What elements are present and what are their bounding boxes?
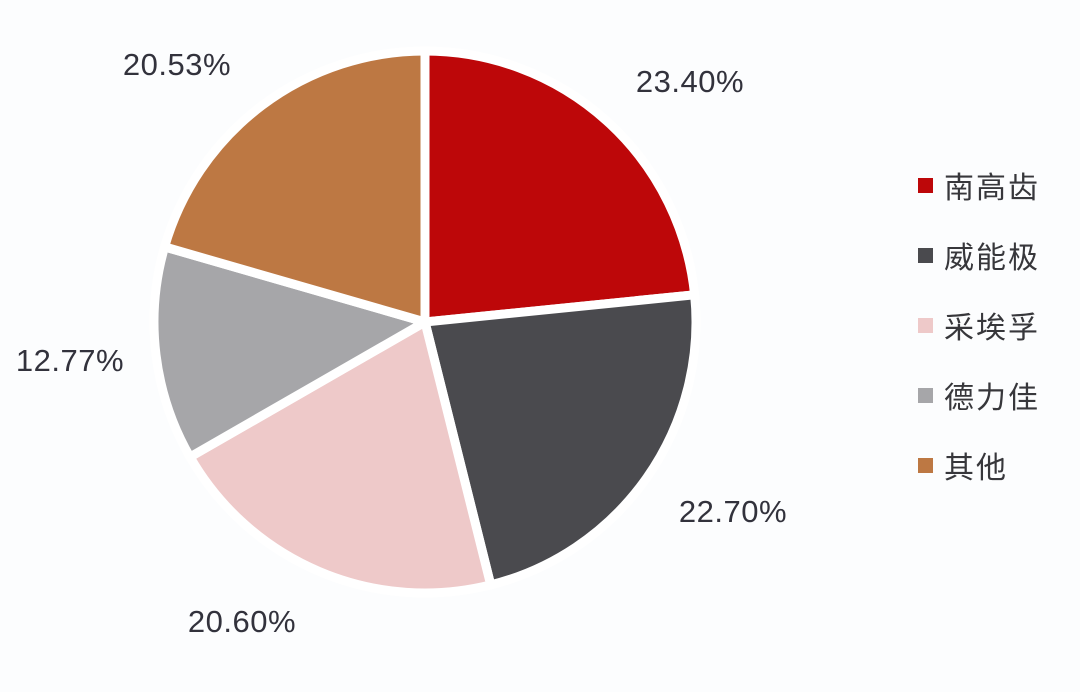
pie-slice-3	[149, 241, 437, 464]
legend-item-nangaochi: 南高齿	[918, 150, 1040, 220]
legend-item-caiaifu: 采埃孚	[918, 290, 1040, 360]
legend-swatch-icon	[918, 247, 933, 263]
legend-swatch-icon	[918, 317, 933, 333]
pie-slice-1	[419, 289, 701, 591]
legend-item-qita: 其他	[918, 430, 1040, 500]
pie-slice-4	[159, 46, 430, 328]
data-label-caiaifu: 20.60%	[187, 604, 297, 639]
legend-swatch-icon	[918, 177, 933, 193]
legend-label: 其他	[944, 452, 1008, 485]
data-label-qita: 20.53%	[122, 47, 232, 82]
legend-swatch-icon	[918, 457, 933, 473]
data-label-weinengji: 22.70%	[678, 494, 788, 529]
data-label-delijia: 12.77%	[15, 343, 125, 378]
pie-slice-2	[183, 315, 497, 598]
legend-swatch-icon	[918, 387, 933, 403]
legend-item-weinengji: 威能极	[918, 220, 1040, 290]
data-label-nangaochi: 23.40%	[635, 64, 745, 99]
legend-label: 南高齿	[944, 172, 1040, 205]
legend-label: 采埃孚	[944, 312, 1040, 345]
legend-label: 德力佳	[944, 382, 1040, 415]
legend: 南高齿 威能极 采埃孚 德力佳 其他	[918, 150, 1040, 500]
pie-slice-0	[420, 46, 700, 327]
legend-label: 威能极	[944, 242, 1040, 275]
legend-item-delijia: 德力佳	[918, 360, 1040, 430]
